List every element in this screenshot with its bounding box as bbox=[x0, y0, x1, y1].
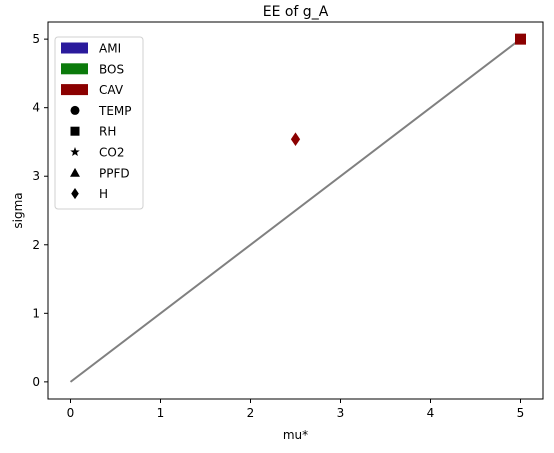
x-tick-label: 0 bbox=[67, 406, 75, 420]
plot-frame bbox=[47, 21, 544, 400]
legend-marker-rh bbox=[70, 126, 80, 136]
x-axis-ticks: 0 1 2 3 4 5 bbox=[67, 399, 525, 420]
legend-label-h: H bbox=[99, 187, 108, 201]
y-axis-label: sigma bbox=[11, 192, 25, 228]
legend-swatch-bos bbox=[61, 63, 88, 75]
legend-swatch-ami bbox=[61, 42, 88, 54]
legend-label-temp: TEMP bbox=[98, 104, 132, 118]
legend-marker-temp bbox=[70, 105, 80, 115]
data-points bbox=[290, 33, 526, 147]
x-axis-label: mu* bbox=[283, 428, 308, 442]
legend-marker-ppfd bbox=[70, 167, 80, 177]
legend-label-bos: BOS bbox=[99, 62, 124, 76]
reference-line bbox=[69, 38, 522, 383]
legend-label-ppfd: PPFD bbox=[99, 166, 130, 180]
y-tick-label: 0 bbox=[32, 375, 40, 389]
legend-label-ami: AMI bbox=[99, 42, 121, 56]
y-tick-label: 4 bbox=[32, 101, 40, 115]
x-tick-label: 5 bbox=[517, 406, 525, 420]
legend-box bbox=[54, 36, 144, 210]
y-axis-ticks: 0 1 2 3 4 5 bbox=[32, 32, 48, 389]
x-tick-label: 1 bbox=[157, 406, 165, 420]
y-tick-label: 1 bbox=[32, 306, 40, 320]
data-point-cav-rh bbox=[515, 33, 526, 45]
y-tick-label: 2 bbox=[32, 238, 40, 252]
x-tick-label: 3 bbox=[337, 406, 345, 420]
legend-label-co2: CO2 bbox=[99, 146, 124, 160]
legend-label-rh: RH bbox=[99, 125, 116, 139]
x-tick-label: 4 bbox=[427, 406, 435, 420]
data-point-cav-h bbox=[290, 132, 301, 147]
y-tick-label: 3 bbox=[32, 169, 40, 183]
legend-marker-co2 bbox=[70, 147, 80, 156]
legend-swatch-cav bbox=[61, 84, 88, 96]
y-tick-label: 5 bbox=[32, 32, 40, 46]
chart-title: EE of g_A bbox=[263, 4, 329, 20]
legend: AMI BOS CAV TEMP RH CO2 PPFD H bbox=[54, 36, 144, 210]
legend-marker-h bbox=[71, 188, 79, 200]
legend-label-cav: CAV bbox=[99, 83, 124, 97]
x-tick-label: 2 bbox=[247, 406, 255, 420]
